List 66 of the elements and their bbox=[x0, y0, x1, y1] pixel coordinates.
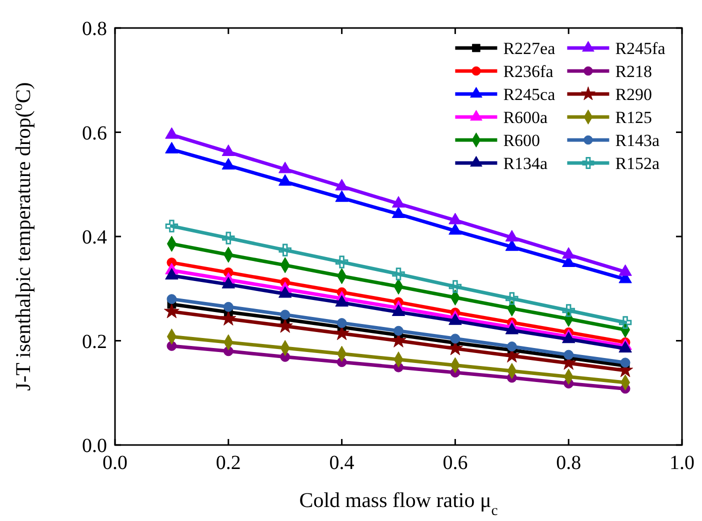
point bbox=[336, 318, 347, 328]
point bbox=[164, 303, 180, 318]
point bbox=[165, 142, 178, 154]
legend-label: R236fa bbox=[503, 62, 554, 81]
legend-label: R290 bbox=[615, 85, 652, 104]
point bbox=[392, 268, 405, 280]
point bbox=[223, 302, 234, 312]
point bbox=[165, 268, 178, 280]
point bbox=[448, 280, 462, 293]
point bbox=[506, 292, 518, 305]
point bbox=[562, 247, 576, 259]
point bbox=[278, 162, 292, 174]
point bbox=[335, 295, 348, 307]
x-tick-label: 0.4 bbox=[329, 452, 354, 474]
legend-label: R600a bbox=[503, 108, 548, 127]
legend-label: R600 bbox=[503, 131, 540, 150]
point bbox=[335, 178, 348, 190]
point bbox=[620, 358, 630, 368]
legend-label: R125 bbox=[615, 108, 652, 127]
point bbox=[450, 334, 460, 344]
x-tick-label: 1.0 bbox=[670, 452, 694, 474]
point bbox=[166, 294, 177, 304]
point bbox=[278, 174, 292, 186]
point bbox=[618, 264, 632, 276]
point bbox=[278, 244, 292, 256]
point bbox=[165, 220, 178, 232]
legend-label: R143a bbox=[615, 131, 660, 150]
point bbox=[505, 322, 519, 334]
x-tick-label: 0.2 bbox=[216, 452, 241, 474]
point bbox=[335, 190, 348, 202]
legend-label: R218 bbox=[615, 62, 652, 81]
point bbox=[392, 196, 406, 208]
point bbox=[220, 310, 236, 326]
y-tick-label: 0.2 bbox=[82, 330, 107, 353]
point bbox=[506, 342, 517, 352]
point bbox=[564, 350, 574, 360]
point bbox=[618, 316, 632, 329]
point bbox=[222, 144, 236, 156]
y-tick-label: 0.6 bbox=[82, 122, 107, 144]
point bbox=[222, 158, 236, 170]
legend-label: R245ca bbox=[503, 85, 556, 104]
point bbox=[562, 304, 575, 317]
legend-label: R152a bbox=[615, 154, 660, 173]
point bbox=[448, 212, 462, 224]
point bbox=[448, 223, 462, 235]
point bbox=[392, 206, 406, 218]
x-tick-label: 0.8 bbox=[556, 452, 582, 474]
x-axis-title: Cold mass flow ratio μ$_{c}$ bbox=[299, 488, 498, 519]
point bbox=[222, 232, 235, 244]
point bbox=[278, 286, 292, 298]
point bbox=[222, 276, 236, 288]
point bbox=[562, 332, 576, 344]
point bbox=[448, 313, 462, 325]
point bbox=[335, 256, 348, 268]
legend-label: R245fa bbox=[615, 39, 666, 58]
y-tick-label: 0.8 bbox=[82, 18, 107, 40]
point bbox=[394, 326, 404, 336]
point bbox=[280, 310, 290, 320]
point bbox=[505, 230, 519, 242]
legend-label: R227ea bbox=[503, 39, 556, 58]
point bbox=[165, 127, 178, 139]
point bbox=[277, 318, 293, 333]
y-tick-label: 0.4 bbox=[82, 226, 107, 248]
x-tick-label: 0.6 bbox=[442, 452, 468, 474]
point bbox=[505, 239, 519, 251]
legend-label: R134a bbox=[503, 154, 548, 173]
